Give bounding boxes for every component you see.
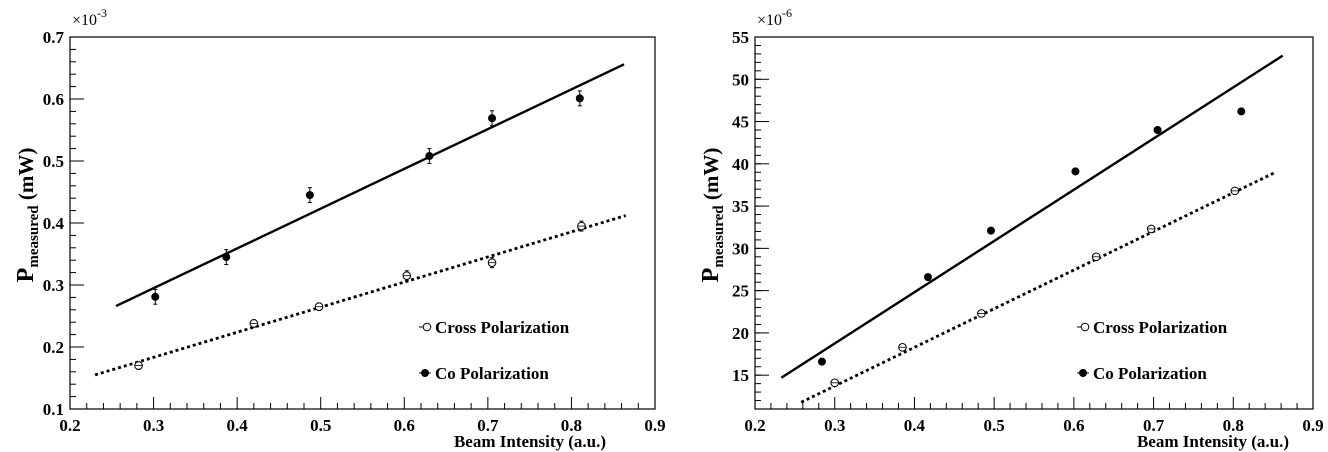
chart-panel-1: 0.2 0.3 0.4 0.5 0.6 0.7 0.8 0.90.10.20.30.40.50… <box>13 6 666 451</box>
data-point <box>817 357 826 366</box>
series-co-polarization <box>780 54 1284 379</box>
legend-label: Cross Polarization <box>1093 318 1228 337</box>
x-tick-label: 0.5 <box>984 416 1005 435</box>
y-tick-label: 50 <box>732 70 749 89</box>
y-tick-label: 35 <box>732 197 749 216</box>
x-tick-label: 0.4 <box>904 416 926 435</box>
data-point <box>305 191 314 200</box>
y-tick-label: 15 <box>732 366 749 385</box>
series-cross-polarization <box>94 214 627 377</box>
x-tick-label: 0.8 <box>561 416 582 435</box>
y-axis-label: Pmeasured (mW) <box>13 148 42 283</box>
fit-line <box>94 214 627 377</box>
y-tick-label: 0.6 <box>43 90 64 109</box>
y-tick-label: 0.1 <box>43 400 64 419</box>
chart-panel-2: 0.2 0.3 0.4 0.5 0.6 0.7 0.8 0.9 15 20 25 30 35 40 45 50… <box>698 6 1324 451</box>
y-axis-label: Pmeasured (mW) <box>698 148 727 283</box>
x-tick-label: 0.3 <box>143 416 164 435</box>
x-tick-label: 0.6 <box>394 416 415 435</box>
axis-multiplier: ×10-6 <box>757 6 792 29</box>
legend-marker <box>1079 369 1087 377</box>
x-tick-label: 0.5 <box>310 416 331 435</box>
fit-line <box>800 171 1277 404</box>
legend-marker <box>421 369 429 377</box>
y-tick-label: 0.3 <box>43 276 64 295</box>
data-point <box>923 273 932 282</box>
x-tick-label: 0.9 <box>1302 416 1323 435</box>
legend: Cross Polarization Co Polarization <box>419 318 570 383</box>
y-tick-label: 30 <box>732 239 749 258</box>
y-tick-label: 45 <box>732 113 749 132</box>
data-point <box>425 152 434 161</box>
legend: Cross Polarization Co Polarization <box>1077 318 1228 383</box>
y-tick-label: 0.7 <box>43 28 65 47</box>
x-tick-label: 0.7 <box>477 416 499 435</box>
x-tick-label: 0.2 <box>744 416 765 435</box>
x-tick-label: 0.6 <box>1063 416 1084 435</box>
y-tick-label: 40 <box>732 155 749 174</box>
data-point <box>986 226 995 235</box>
fit-line <box>115 63 625 308</box>
y-tick-label: 0.5 <box>43 152 64 171</box>
x-tick-label: 0.8 <box>1223 416 1244 435</box>
data-point <box>575 94 584 103</box>
series-co-polarization <box>115 63 625 308</box>
plot-frame <box>754 36 1314 410</box>
legend-marker <box>1080 322 1090 332</box>
x-tick-label: 0.9 <box>644 416 665 435</box>
legend-marker <box>422 322 432 332</box>
data-point <box>1153 126 1162 134</box>
x-tick-label: 0.4 <box>227 416 249 435</box>
fit-line <box>780 54 1284 379</box>
y-tick-label: 0.4 <box>43 214 65 233</box>
plot-frame <box>69 36 656 410</box>
legend-label: Co Polarization <box>435 364 549 383</box>
legend-label: Cross Polarization <box>435 318 570 337</box>
data-point <box>151 292 160 301</box>
axis-multiplier: ×10-3 <box>72 6 107 29</box>
x-axis-label: Beam Intensity (a.u.) <box>1137 432 1289 451</box>
data-point <box>1071 167 1080 176</box>
x-tick-label: 0.3 <box>824 416 845 435</box>
data-point <box>222 253 231 262</box>
series-cross-polarization <box>800 171 1277 404</box>
data-point <box>1237 107 1246 116</box>
x-axis-label: Beam Intensity (a.u.) <box>454 432 606 451</box>
legend-label: Co Polarization <box>1093 364 1207 383</box>
y-tick-label: 20 <box>732 324 749 343</box>
y-tick-label: 25 <box>732 282 749 301</box>
data-point <box>488 114 497 123</box>
x-tick-label: 0.2 <box>59 416 80 435</box>
y-tick-label: 55 <box>732 28 749 47</box>
x-tick-label: 0.7 <box>1143 416 1165 435</box>
y-tick-label: 0.2 <box>43 338 64 357</box>
